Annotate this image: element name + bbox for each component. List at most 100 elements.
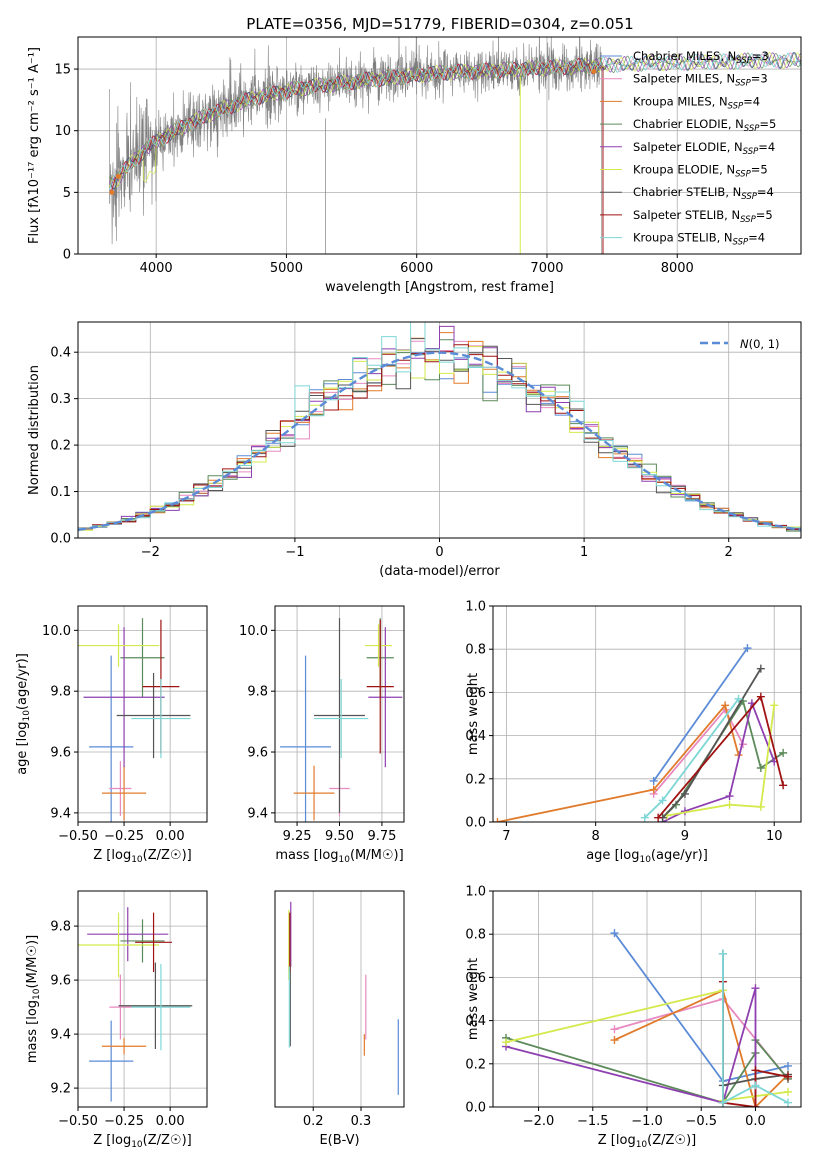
x-tick-label: −0.25: [104, 829, 144, 844]
legend-label: Chabrier MILES, NSSP=3: [633, 49, 769, 66]
axes-massweight-vs-age: 7 8 9 10 0.0 0.2 0.4 0.6 0.8 1.0 age [log10(age/yr…: [465, 600, 802, 865]
y-axis-label: mass [log10(M/M☉)]: [25, 935, 42, 1063]
point-salpeter_stelib: [751, 1103, 760, 1107]
x-tick-label: −2: [141, 545, 160, 560]
y-tick-label: 5: [63, 186, 71, 201]
point-salpeter_stelib: [751, 1066, 760, 1075]
x-tick-label: 7: [502, 829, 510, 844]
axes-frame: [77, 890, 208, 1108]
x-tick-label: 5000: [270, 261, 303, 276]
hist-salpeter_elodie: [78, 325, 801, 529]
y-tick-label: 0.3: [50, 392, 71, 407]
plot-area-spectrum: [78, 37, 801, 254]
normal-curve: [78, 351, 801, 532]
x-tick-label: 0.00: [156, 1114, 185, 1129]
x-tick-label: −1.0: [631, 1114, 663, 1129]
y-tick-label: 9.6: [247, 746, 268, 761]
axes-residuals: −2 −1 0 1 2 0.0 0.1 0.2 0.3 0.4 (data-model)/error…: [27, 321, 802, 579]
legend-label: Chabrier ELODIE, NSSP=5: [633, 117, 776, 134]
x-axis-label: mass [log10(M/M☉)]: [275, 848, 403, 865]
point-chabrier_stelib: [756, 664, 765, 673]
y-tick-label: 0.4: [50, 346, 71, 361]
x-tick-label: 10: [766, 829, 783, 844]
axes-frame: [77, 605, 208, 823]
point-salpeter_stelib: [756, 692, 765, 701]
point-salpeter_miles: [610, 1025, 619, 1034]
y-tick-label: 0.2: [465, 1057, 486, 1072]
x-axis-label: age [log10(age/yr)]: [586, 848, 708, 865]
model-spectrum-salpeter_stelib: [108, 58, 602, 192]
point-kroupa_miles: [493, 818, 502, 822]
point-kroupa_elodie: [783, 1087, 792, 1096]
y-tick-label: 0.0: [465, 1101, 486, 1116]
model-spectrum-kroupa_stelib: [108, 52, 801, 191]
point-kroupa_stelib: [783, 1098, 792, 1107]
point-kroupa_stelib: [734, 694, 743, 703]
point-chabrier_miles: [649, 776, 658, 785]
legend-label: Kroupa ELODIE, NSSP=5: [633, 163, 768, 180]
point-chabrier_elodie: [672, 800, 681, 809]
plot-area-residuals: [78, 322, 801, 538]
point-chabrier_miles: [743, 644, 752, 653]
y-tick-label: 9.6: [50, 974, 71, 989]
point-kroupa_miles: [610, 1036, 619, 1045]
y-tick-label: 9.6: [50, 746, 71, 761]
y-tick-label: 0.4: [465, 729, 486, 744]
point-chabrier_elodie: [779, 748, 788, 757]
point-kroupa_elodie: [756, 802, 765, 811]
y-tick-label: 0.0: [465, 816, 486, 831]
y-tick-label: 0.8: [465, 928, 486, 943]
axes-age-vs-Z: −0.50 −0.25 0.00 9.4 9.6 9.8 10.0 Z [log10(Z/Z☉…: [15, 605, 208, 865]
point-kroupa_elodie: [502, 1038, 511, 1047]
axes-frame: [77, 36, 802, 255]
series-kroupa_elodie: [666, 705, 776, 817]
point-salpeter_elodie: [725, 792, 734, 801]
point-kroupa_miles: [721, 701, 730, 710]
legend-label: Kroupa MILES, NSSP=4: [633, 94, 760, 111]
point-kroupa_miles: [649, 785, 658, 794]
y-axis-label: age [log10(age/yr)]: [15, 653, 32, 775]
plot-area-mass-vs-EBV: [288, 891, 399, 1107]
x-axis-label: E(B-V): [319, 1133, 359, 1148]
y-tick-label: 10: [54, 124, 71, 139]
x-tick-label: −1: [285, 545, 304, 560]
y-tick-label: 0.2: [50, 439, 71, 454]
x-tick-label: −0.50: [58, 829, 98, 844]
x-tick-label: 0.0: [745, 1114, 766, 1129]
hist-legend: N(0, 1): [700, 337, 780, 351]
y-tick-label: 0.2: [465, 772, 486, 787]
edge-marker: [115, 173, 121, 179]
point-kroupa_stelib: [718, 1098, 727, 1107]
y-tick-label: 0.1: [50, 485, 71, 500]
y-axis-label: mass weight: [466, 673, 481, 755]
axes-mass-vs-EBV: 0.2 0.3 E(B-V): [274, 890, 405, 1148]
axes-massweight-vs-Z: −2.0 −1.5 −1.0 −0.5 0.0 0.0 0.2 0.4 0.6 0.8 1.0 Z […: [465, 885, 802, 1150]
x-tick-label: −0.50: [58, 1114, 98, 1129]
x-tick-label: 9: [681, 829, 689, 844]
point-kroupa_stelib: [658, 796, 667, 805]
y-axis-label: Flux [fλ10⁻¹⁷ erg cm⁻² s⁻¹ A⁻¹]: [27, 47, 42, 244]
x-axis-label: Z [log10(Z/Z☉)]: [598, 1133, 696, 1150]
legend: Chabrier MILES, NSSP=3 Salpeter MILES, NS…: [600, 49, 776, 248]
x-tick-label: 6000: [400, 261, 433, 276]
series-salpeter_elodie: [505, 987, 757, 1107]
x-tick-label: 0.2: [303, 1114, 324, 1129]
legend-label: Chabrier STELIB, NSSP=4: [633, 185, 774, 202]
axes-frame: [274, 890, 405, 1108]
axes-spectrum: 4000 5000 6000 7000 8000 0 5 10 15 wavelength [An…: [27, 36, 802, 295]
point-chabrier_miles: [610, 929, 619, 938]
legend-label: Salpeter ELODIE, NSSP=4: [633, 140, 775, 157]
x-axis-label: Z [log10(Z/Z☉)]: [93, 848, 191, 865]
x-tick-label: 0.00: [156, 829, 185, 844]
x-axis-label: (data-model)/error: [379, 564, 500, 579]
point-chabrier_stelib: [680, 789, 689, 798]
x-tick-label: 2: [725, 545, 733, 560]
data-spectrum: [109, 37, 602, 254]
axes-age-vs-mass: 9.25 9.50 9.75 9.4 9.6 9.8 10.0 mass [log10(M/M…: [239, 605, 405, 865]
x-tick-label: −0.5: [685, 1114, 717, 1129]
point-kroupa_stelib: [640, 813, 649, 822]
x-tick-label: −1.5: [577, 1114, 609, 1129]
y-tick-label: 9.4: [247, 806, 268, 821]
plot-area-mass-vs-Z: [78, 891, 207, 1107]
